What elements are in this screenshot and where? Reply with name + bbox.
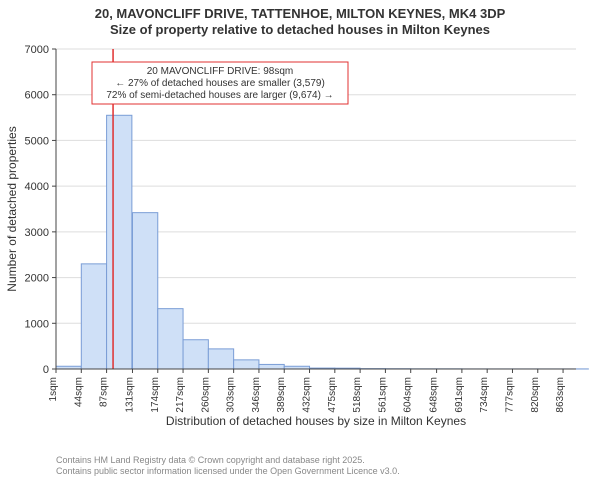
histogram-bar: [234, 359, 259, 368]
annotation-line1: 20 MAVONCLIFF DRIVE: 98sqm: [147, 66, 294, 77]
chart-title-block: 20, MAVONCLIFF DRIVE, TATTENHOE, MILTON …: [0, 0, 600, 39]
histogram-bar: [183, 339, 208, 368]
ytick-label: 1000: [25, 318, 49, 330]
histogram-bar: [259, 364, 284, 369]
xtick-label: 389sqm: [276, 377, 287, 413]
xtick-label: 217sqm: [175, 377, 186, 413]
xtick-label: 346sqm: [251, 377, 262, 413]
xtick-label: 604sqm: [403, 377, 414, 413]
y-axis-label: Number of detached properties: [5, 126, 19, 291]
xtick-label: 734sqm: [479, 377, 490, 413]
chart-title-line2: Size of property relative to detached ho…: [0, 22, 600, 38]
xtick-label: 1sqm: [48, 377, 59, 401]
annotation-line2: ← 27% of detached houses are smaller (3,…: [115, 78, 325, 89]
histogram-bar: [208, 348, 233, 368]
x-axis-label: Distribution of detached houses by size …: [166, 414, 466, 428]
xtick-label: 518sqm: [352, 377, 363, 413]
credits-block: Contains HM Land Registry data © Crown c…: [0, 449, 600, 478]
xtick-label: 475sqm: [327, 377, 338, 413]
histogram-bar: [158, 308, 183, 368]
ytick-label: 7000: [25, 44, 49, 56]
xtick-label: 561sqm: [377, 377, 388, 413]
ytick-label: 2000: [25, 272, 49, 284]
xtick-label: 174sqm: [150, 377, 161, 413]
ytick-label: 6000: [25, 89, 49, 101]
chart-container: 0 1000 2000 3000 4000 5000 6000 7000 1sqm 44sqm 87…: [0, 39, 600, 449]
xtick-label: 303sqm: [226, 377, 237, 413]
credits-line2: Contains public sector information licen…: [56, 466, 600, 477]
xtick-label: 44sqm: [73, 377, 84, 407]
ytick-label: 0: [43, 364, 49, 376]
xtick-label: 131sqm: [124, 377, 135, 413]
ytick-label: 4000: [25, 181, 49, 193]
xtick-label: 260sqm: [200, 377, 211, 413]
xtick-label: 820sqm: [530, 377, 541, 413]
annotation-line3: 72% of semi-detached houses are larger (…: [106, 90, 333, 101]
ytick-label: 3000: [25, 226, 49, 238]
histogram-chart: 0 1000 2000 3000 4000 5000 6000 7000 1sqm 44sqm 87…: [0, 39, 600, 449]
credits-line1: Contains HM Land Registry data © Crown c…: [56, 455, 600, 466]
ytick-label: 5000: [25, 135, 49, 147]
xtick-label: 777sqm: [504, 377, 515, 413]
xtick-label: 648sqm: [429, 377, 440, 413]
histogram-bar: [107, 115, 132, 369]
histogram-bar: [132, 212, 157, 368]
xtick-label: 432sqm: [302, 377, 313, 413]
xtick-label: 863sqm: [555, 377, 566, 413]
xtick-label: 87sqm: [99, 377, 110, 407]
histogram-bar: [81, 263, 106, 368]
xtick-label: 691sqm: [454, 377, 465, 413]
chart-title-line1: 20, MAVONCLIFF DRIVE, TATTENHOE, MILTON …: [0, 6, 600, 22]
